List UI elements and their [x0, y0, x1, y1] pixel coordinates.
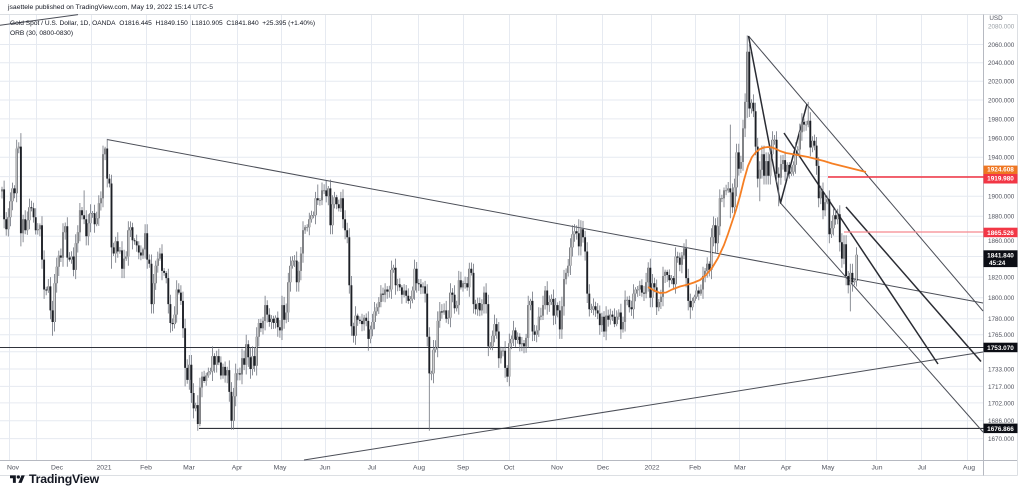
svg-text:45:24: 45:24 — [989, 260, 1006, 267]
svg-text:2040.000: 2040.000 — [988, 60, 1015, 67]
svg-text:Jun: Jun — [872, 465, 883, 472]
svg-text:2021: 2021 — [96, 465, 111, 472]
svg-text:May: May — [274, 465, 287, 472]
svg-text:1780.000: 1780.000 — [988, 316, 1015, 323]
svg-text:2080.000: 2080.000 — [988, 24, 1015, 31]
svg-text:1940.000: 1940.000 — [988, 155, 1015, 162]
svg-text:1900.000: 1900.000 — [988, 194, 1015, 201]
svg-text:2020.000: 2020.000 — [988, 79, 1015, 86]
svg-text:May: May — [822, 465, 835, 472]
svg-text:2022: 2022 — [644, 465, 659, 472]
svg-text:USD: USD — [989, 15, 1003, 22]
svg-text:Sep: Sep — [457, 465, 469, 472]
svg-text:Feb: Feb — [689, 465, 701, 472]
svg-text:Jul: Jul — [368, 465, 377, 472]
svg-text:Mar: Mar — [734, 465, 746, 472]
svg-text:Dec: Dec — [597, 465, 610, 472]
svg-text:1765.000: 1765.000 — [988, 332, 1015, 339]
svg-text:1980.000: 1980.000 — [988, 116, 1015, 123]
svg-text:Aug: Aug — [413, 465, 425, 472]
svg-text:1686.000: 1686.000 — [988, 418, 1015, 425]
svg-text:1676.866: 1676.866 — [987, 426, 1014, 433]
svg-text:1733.000: 1733.000 — [988, 366, 1015, 373]
svg-text:1753.070: 1753.070 — [987, 345, 1014, 352]
svg-text:Jun: Jun — [320, 465, 331, 472]
svg-text:1960.000: 1960.000 — [988, 135, 1015, 142]
svg-text:1865.526: 1865.526 — [987, 230, 1014, 237]
svg-text:Oct: Oct — [504, 465, 515, 472]
svg-text:Aug: Aug — [963, 465, 975, 472]
svg-text:Feb: Feb — [140, 465, 152, 472]
svg-text:Apr: Apr — [781, 465, 792, 472]
svg-text:Jul: Jul — [918, 465, 927, 472]
svg-text:Nov: Nov — [7, 465, 20, 472]
svg-text:1841.840: 1841.840 — [987, 252, 1014, 259]
svg-text:Apr: Apr — [232, 465, 243, 472]
svg-text:1800.000: 1800.000 — [988, 295, 1015, 302]
svg-text:Dec: Dec — [51, 465, 64, 472]
svg-text:Nov: Nov — [551, 465, 564, 472]
svg-text:1702.000: 1702.000 — [988, 400, 1015, 407]
svg-text:2000.000: 2000.000 — [988, 97, 1015, 104]
svg-text:2060.000: 2060.000 — [988, 42, 1015, 49]
svg-text:1717.000: 1717.000 — [988, 384, 1015, 391]
svg-text:Mar: Mar — [183, 465, 195, 472]
svg-text:1924.608: 1924.608 — [987, 166, 1014, 173]
svg-text:1820.000: 1820.000 — [988, 275, 1015, 282]
svg-text:1670.000: 1670.000 — [988, 436, 1015, 443]
svg-text:1860.000: 1860.000 — [988, 238, 1015, 245]
svg-text:1919.980: 1919.980 — [987, 176, 1014, 183]
svg-text:1880.000: 1880.000 — [988, 214, 1015, 221]
